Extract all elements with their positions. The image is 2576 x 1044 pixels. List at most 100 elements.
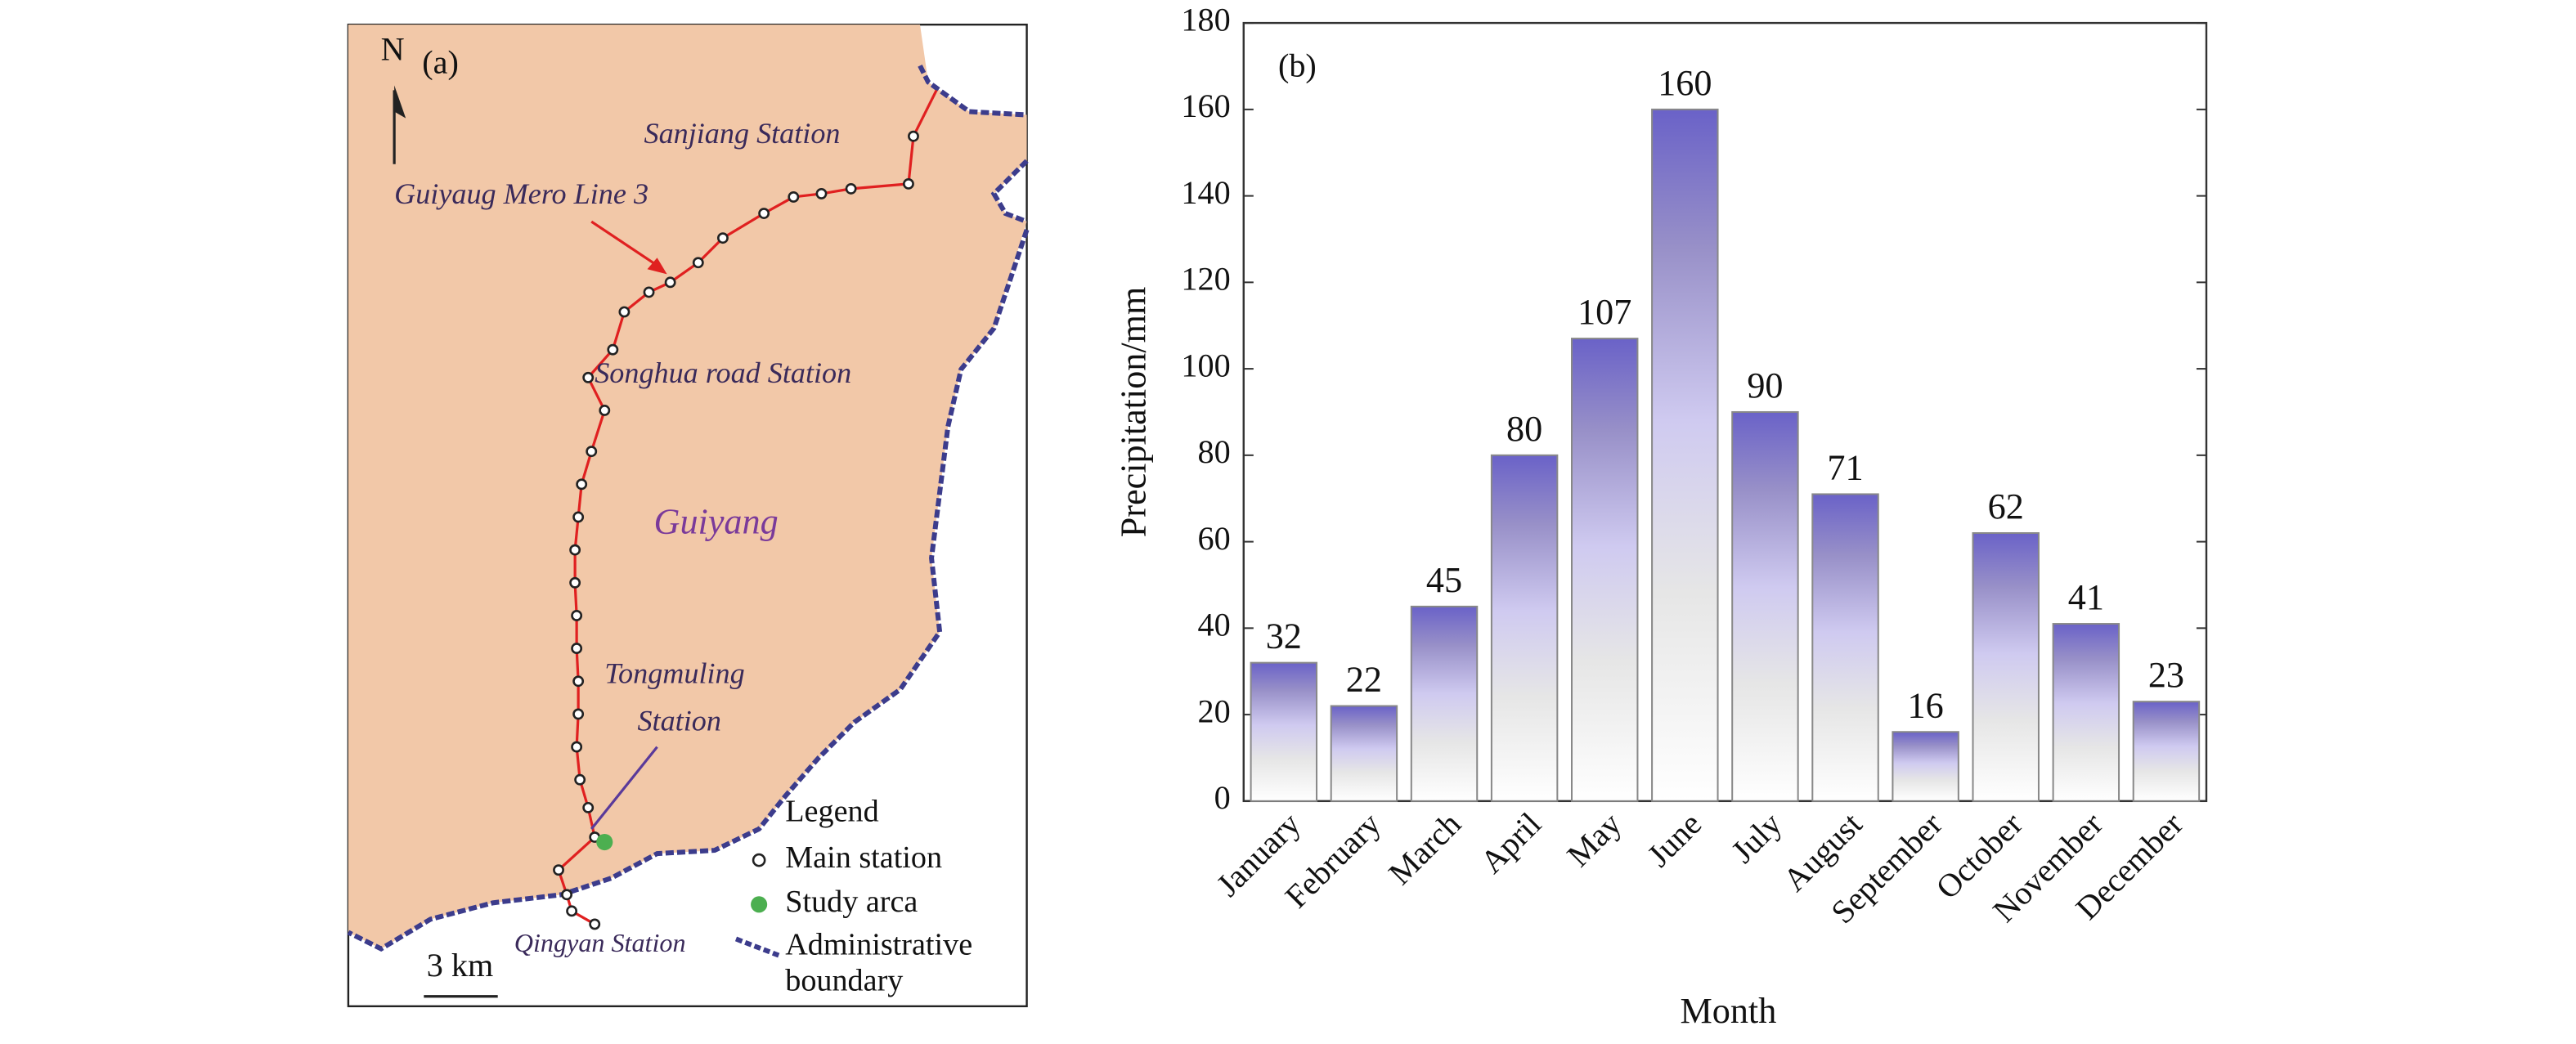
station <box>571 610 583 621</box>
station-label: Qingyan Station <box>514 928 686 957</box>
value-label: 16 <box>1908 685 1944 725</box>
station <box>572 675 585 688</box>
value-label: 32 <box>1266 616 1302 656</box>
bar <box>1570 338 1639 802</box>
station <box>758 208 770 219</box>
y-tick-label: 140 <box>1181 174 1230 211</box>
station <box>599 405 611 416</box>
station <box>903 177 914 190</box>
station-label: Station <box>637 705 720 737</box>
x-tick-label: June <box>1640 805 1708 874</box>
station <box>589 918 601 930</box>
bar <box>1330 705 1398 802</box>
x-axis-title: Month <box>1680 991 1776 1031</box>
legend-station-symbol <box>752 853 766 867</box>
station <box>607 343 619 356</box>
value-label: 71 <box>1827 447 1863 487</box>
value-label: 45 <box>1426 560 1462 600</box>
station <box>586 446 598 458</box>
legend-study-symbol <box>751 896 768 913</box>
x-tick-label: March <box>1381 805 1468 892</box>
city-label: Guiyang <box>654 502 779 542</box>
station <box>664 276 676 289</box>
y-tick-label: 20 <box>1198 692 1231 729</box>
station <box>553 864 564 876</box>
y-tick-label: 40 <box>1198 607 1231 643</box>
value-label: 41 <box>2068 577 2104 617</box>
administrative-boundary <box>347 229 1030 952</box>
value-label: 160 <box>1658 63 1712 103</box>
station <box>569 576 581 589</box>
bar <box>1811 493 1879 802</box>
pointer-line <box>590 746 658 830</box>
bar <box>2052 623 2120 802</box>
station <box>618 306 631 318</box>
chart-panel: (b) Precipitation/mm Month 0 20 40 60 80 100 1… <box>1113 1 2208 1031</box>
bar <box>1410 605 1479 802</box>
station <box>569 544 581 556</box>
legend-label: boundary <box>785 963 903 997</box>
station <box>566 905 578 917</box>
bar <box>1892 731 1959 802</box>
station <box>908 130 919 142</box>
bar <box>1972 532 2040 802</box>
legend-label: Study arca <box>785 885 918 919</box>
station <box>582 801 595 813</box>
bar <box>2132 701 2201 802</box>
administrative-boundary <box>990 159 1029 224</box>
y-tick-label: 160 <box>1181 87 1230 124</box>
bar <box>1490 454 1559 802</box>
value-label: 23 <box>2148 655 2184 695</box>
value-label: 22 <box>1346 660 1382 700</box>
administrative-boundary <box>918 64 1027 118</box>
north-label: N <box>381 30 405 67</box>
bar <box>1731 410 1799 802</box>
legend-boundary-symbol <box>734 936 780 958</box>
legend-title: Legend <box>785 795 878 829</box>
legend-label: Main station <box>785 840 942 875</box>
station <box>643 286 655 298</box>
x-tick-label: April <box>1473 805 1548 880</box>
scale-label: 3 km <box>427 947 493 984</box>
station <box>571 741 583 753</box>
value-label: 90 <box>1747 365 1783 406</box>
y-tick-label: 60 <box>1198 520 1231 557</box>
value-label: 62 <box>1988 486 2024 526</box>
panel-label: (b) <box>1278 47 1317 84</box>
station <box>716 232 729 244</box>
study-area <box>596 833 613 851</box>
station <box>582 371 595 383</box>
station <box>815 188 828 199</box>
map-panel: N (a) Sanjiang Station Guiyaug Mero Line… <box>347 23 1030 1008</box>
value-label: 107 <box>1577 292 1631 332</box>
bar <box>1250 661 1318 802</box>
panel-label: (a) <box>422 44 459 81</box>
station <box>574 773 586 786</box>
y-tick-label: 120 <box>1181 261 1230 298</box>
station-label: Songhua road Station <box>595 356 851 389</box>
station <box>845 182 857 195</box>
station <box>561 889 573 901</box>
north-arrow-head <box>394 85 406 119</box>
plot-frame <box>1242 21 2208 803</box>
bar <box>1651 108 1719 802</box>
y-tick-label: 100 <box>1181 347 1230 383</box>
value-label: 80 <box>1506 409 1542 449</box>
arrow-head <box>647 258 667 275</box>
legend-label: Administrative <box>785 927 972 961</box>
y-tick-label: 0 <box>1214 779 1231 816</box>
station <box>571 643 583 655</box>
x-tick-label: July <box>1724 805 1788 870</box>
station <box>788 191 800 203</box>
station <box>572 708 585 720</box>
pointer-arrow <box>590 220 662 269</box>
station <box>572 511 585 523</box>
y-tick-label: 80 <box>1198 433 1231 470</box>
station-label: Sanjiang Station <box>644 117 840 150</box>
station-label: Tongmuling <box>604 657 744 690</box>
y-tick-label: 180 <box>1181 1 1230 38</box>
station <box>692 257 704 269</box>
y-axis-title: Precipitation/mm <box>1113 287 1153 538</box>
x-tick-label: May <box>1560 805 1628 874</box>
